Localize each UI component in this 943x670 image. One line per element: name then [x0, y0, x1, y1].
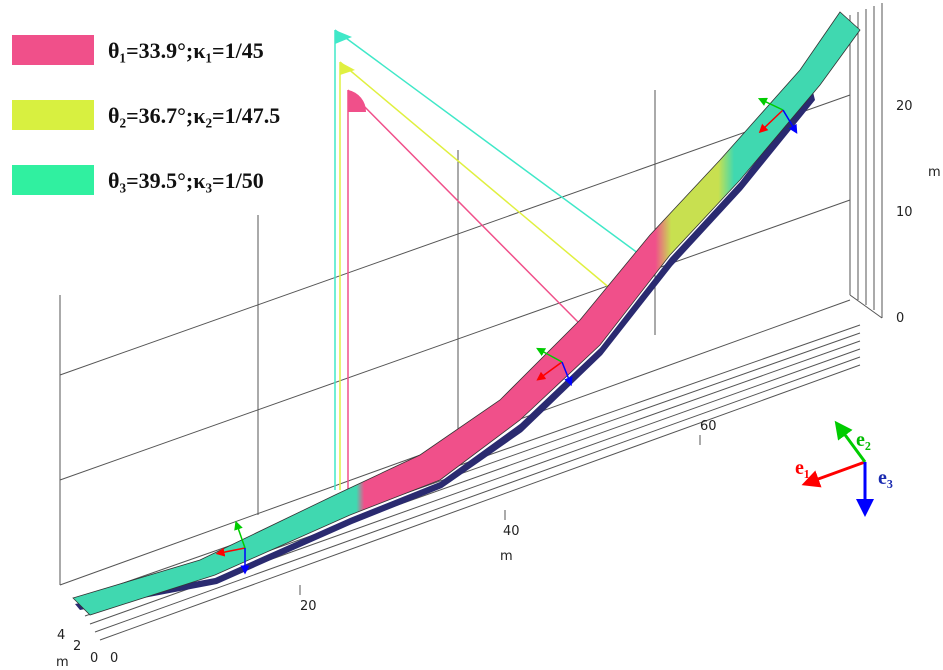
- figure: e₁ e₂ e₃ θ₁=33.9°;κ₁=1/45 θ₂=36.7°;κ₂=1/4…: [0, 0, 943, 670]
- x-tick-label: 60: [700, 419, 717, 434]
- x-tick-label: 0: [110, 651, 118, 666]
- y-axis-unit: m: [56, 655, 69, 670]
- z-tick-label: 20: [896, 99, 913, 114]
- legend-swatch: [12, 165, 94, 195]
- z-tick-label: 0: [896, 311, 904, 326]
- triad-label: e₃: [878, 467, 893, 489]
- triad-label: e₂: [856, 429, 871, 451]
- x-axis-unit: m: [500, 549, 513, 564]
- legend-swatch: [12, 35, 94, 65]
- y-tick-label: 4: [57, 628, 65, 643]
- local-frames: [220, 100, 795, 570]
- legend: θ₁=33.9°;κ₁=1/45 θ₂=36.7°;κ₂=1/47.5 θ₃=39.…: [12, 35, 280, 195]
- legend-label: θ₁=33.9°;κ₁=1/45: [108, 38, 264, 63]
- z-axis-unit: m: [928, 165, 941, 180]
- grid: [60, 3, 882, 640]
- legend-swatch: [12, 100, 94, 130]
- y-tick-label: 2: [73, 639, 81, 654]
- legend-label: θ₃=39.5°;κ₃=1/50: [108, 168, 264, 193]
- x-tick-label: 40: [503, 524, 520, 539]
- y-tick-label: 0: [90, 651, 98, 666]
- triad-label: e₁: [795, 457, 810, 479]
- legend-label: θ₂=36.7°;κ₂=1/47.5: [108, 103, 280, 128]
- z-tick-label: 10: [896, 205, 913, 220]
- x-tick-label: 20: [300, 599, 317, 614]
